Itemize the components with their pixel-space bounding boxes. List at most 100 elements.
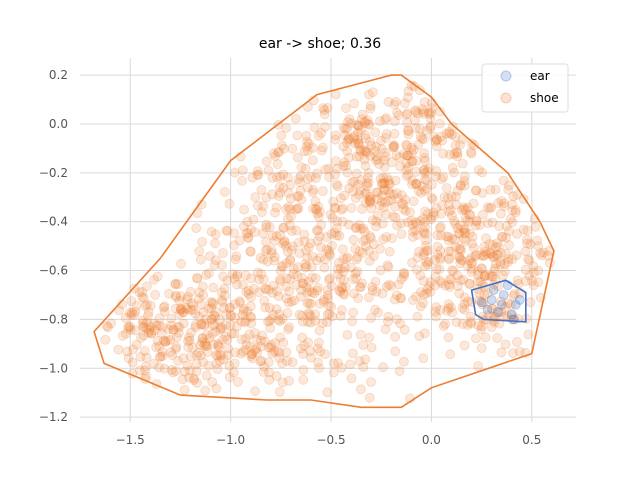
shoe-point — [412, 311, 423, 322]
shoe-point — [316, 128, 327, 138]
shoe-point — [390, 346, 401, 357]
shoe-point — [396, 218, 407, 229]
shoe-point — [231, 279, 242, 290]
shoe-point — [454, 251, 465, 262]
shoe-point — [360, 354, 371, 365]
shoe-point — [282, 307, 293, 318]
shoe-point — [203, 360, 214, 371]
shoe-point — [353, 293, 363, 304]
shoe-point — [320, 164, 331, 175]
shoe-point — [272, 286, 282, 297]
shoe-point — [478, 251, 489, 262]
shoe-point — [358, 362, 369, 372]
shoe-point — [381, 129, 392, 140]
shoe-point — [168, 325, 179, 335]
shoe-point — [471, 215, 482, 226]
shoe-point — [134, 287, 145, 298]
shoe-point — [459, 176, 470, 187]
shoe-point — [197, 281, 208, 292]
shoe-point — [296, 194, 307, 205]
shoe-point — [512, 336, 522, 347]
shoe-point — [496, 196, 507, 206]
shoe-point — [211, 358, 222, 369]
shoe-point — [458, 224, 469, 235]
shoe-point — [285, 204, 296, 215]
y-tick-label: −0.2 — [39, 166, 68, 180]
shoe-point — [432, 230, 443, 241]
shoe-point — [285, 254, 296, 265]
shoe-point — [353, 138, 364, 149]
shoe-point — [137, 292, 148, 302]
shoe-point — [388, 142, 399, 153]
shoe-point — [435, 245, 446, 256]
shoe-point — [335, 311, 346, 321]
shoe-point — [230, 299, 241, 310]
shoe-point — [339, 190, 350, 201]
shoe-point — [168, 367, 179, 378]
shoe-point — [182, 304, 193, 315]
shoe-point — [252, 200, 263, 211]
shoe-point — [527, 275, 537, 286]
shoe-point — [246, 318, 257, 329]
shoe-point — [319, 294, 329, 305]
shoe-point — [491, 242, 501, 253]
shoe-point — [231, 321, 242, 332]
shoe-point — [192, 272, 203, 283]
shoe-point — [204, 251, 215, 262]
shoe-point — [225, 309, 236, 320]
shoe-point — [412, 229, 423, 240]
shoe-point — [310, 309, 321, 320]
shoe-point — [407, 219, 418, 230]
shoe-point — [464, 255, 475, 266]
shoe-point — [360, 160, 371, 171]
shoe-point — [378, 234, 389, 245]
shoe-point — [154, 352, 165, 363]
shoe-point — [378, 178, 389, 189]
shoe-point — [471, 216, 482, 227]
shoe-point — [267, 348, 278, 359]
shoe-point — [263, 316, 273, 327]
shoe-point — [364, 246, 375, 256]
shoe-point — [346, 203, 357, 213]
shoe-point — [138, 321, 148, 332]
shoe-point — [326, 301, 337, 312]
shoe-point — [190, 322, 201, 333]
shoe-point — [431, 302, 442, 313]
shoe-point — [192, 377, 203, 388]
shoe-point — [256, 335, 266, 346]
shoe-point — [462, 202, 473, 213]
shoe-point — [332, 263, 343, 274]
shoe-point — [498, 175, 509, 186]
shoe-point — [247, 172, 258, 183]
shoe-point — [454, 243, 465, 254]
shoe-point — [311, 225, 322, 236]
shoe-point — [479, 241, 490, 252]
shoe-point — [443, 303, 454, 314]
shoe-point — [399, 268, 410, 279]
shoe-point — [279, 223, 289, 233]
shoe-point — [160, 336, 171, 347]
shoe-point — [313, 211, 324, 222]
shoe-point — [350, 243, 361, 254]
shoe-point — [196, 299, 207, 310]
shoe-point — [362, 181, 373, 192]
shoe-point — [237, 165, 248, 176]
shoe-point — [245, 292, 256, 303]
shoe-point — [370, 276, 381, 287]
shoe-point — [203, 303, 214, 314]
shoe-point — [302, 252, 313, 263]
shoe-point — [402, 140, 412, 151]
shoe-point — [300, 262, 311, 273]
x-tick-label: 0.5 — [522, 433, 541, 447]
shoe-point — [417, 133, 427, 144]
shoe-point — [204, 333, 215, 344]
shoe-point — [309, 122, 320, 133]
shoe-point — [195, 340, 206, 350]
shoe-point — [163, 324, 174, 335]
shoe-point — [348, 234, 359, 245]
shoe-point — [494, 318, 505, 329]
shoe-point — [305, 172, 316, 183]
shoe-point — [256, 341, 266, 352]
shoe-point — [303, 337, 314, 348]
shoe-point — [403, 150, 414, 161]
